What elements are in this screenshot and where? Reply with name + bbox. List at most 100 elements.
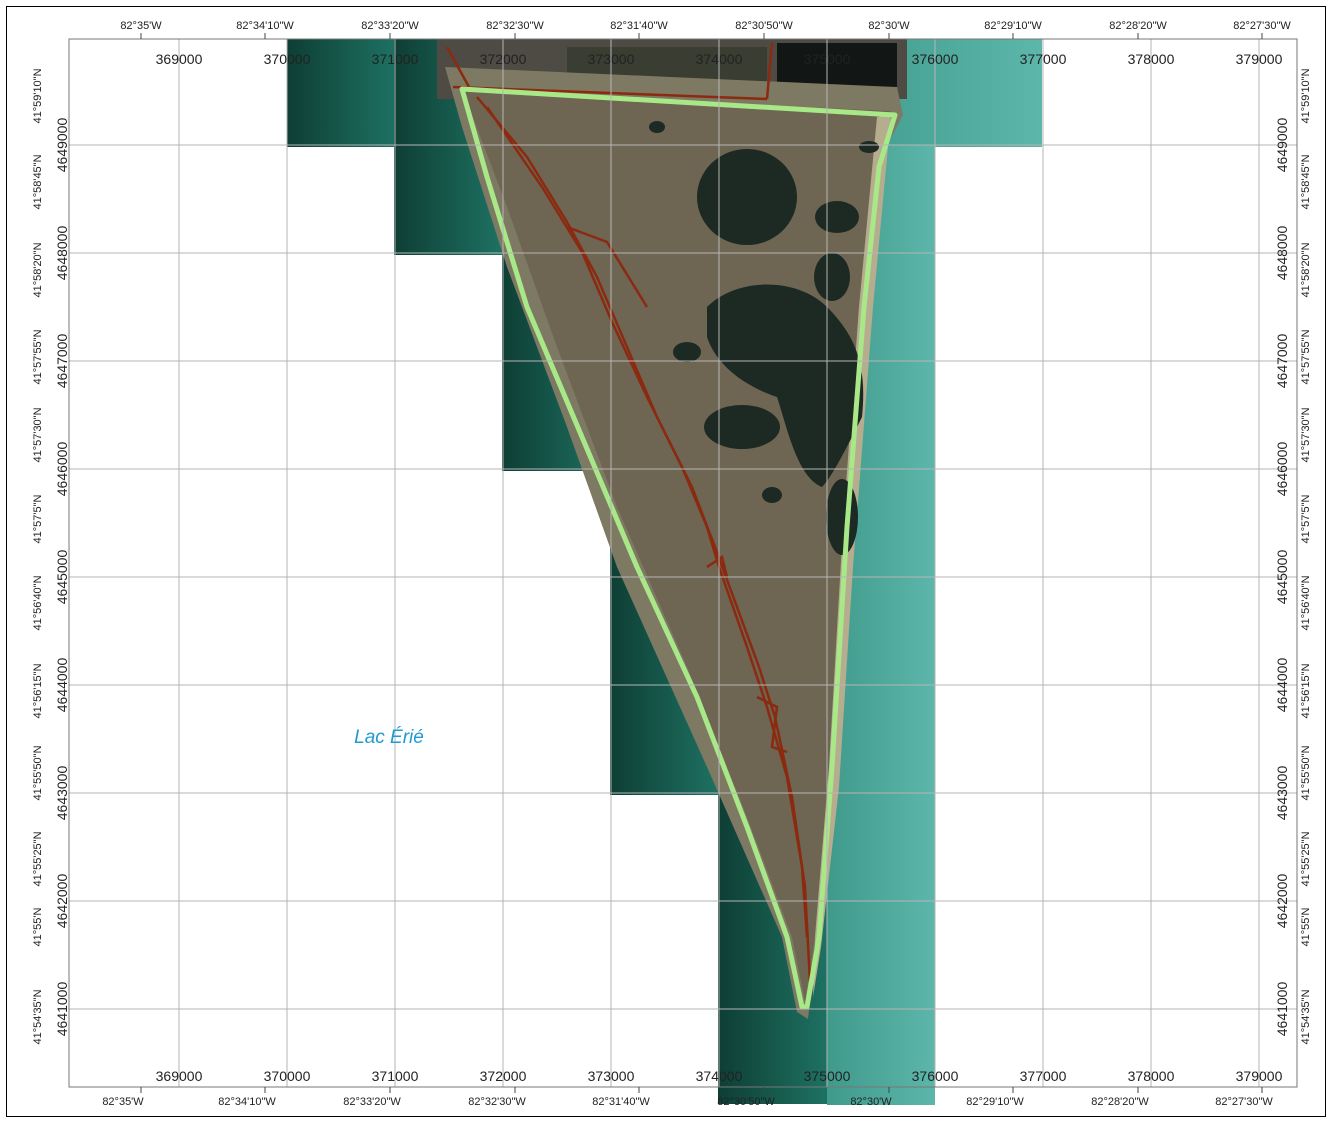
lon-label: 82°32'30"W (486, 20, 544, 32)
lon-label: 82°28'20"W (1109, 20, 1167, 32)
northing-label: 4641000 (1274, 982, 1290, 1037)
northing-label: 4649000 (54, 118, 70, 173)
lon-label: 82°34'10"W (236, 20, 294, 32)
lat-label: 41°56'15"N (1300, 663, 1312, 718)
easting-label: 378000 (1128, 1068, 1175, 1084)
lat-label: 41°58'45"N (32, 154, 44, 209)
northing-label: 4644000 (54, 658, 70, 713)
lon-label: 82°35'W (120, 20, 162, 32)
map-canvas: 82°35'W 82°34'10"W 82°33'20"W 82°32'30"W… (32, 20, 1312, 1108)
lat-label: 41°55'50"N (1300, 745, 1312, 800)
lon-label: 82°28'20"W (1091, 1096, 1149, 1108)
northing-label: 4644000 (1274, 658, 1290, 713)
lat-label: 41°56'40"N (1300, 575, 1312, 630)
imagery (287, 39, 1042, 1105)
northing-label: 4649000 (1274, 118, 1290, 173)
easting-label: 373000 (588, 51, 635, 67)
northing-label: 4645000 (54, 550, 70, 605)
road-network (445, 42, 812, 983)
lat-label: 41°57'55"N (1300, 329, 1312, 384)
lon-label: 82°31'40"W (610, 20, 668, 32)
easting-label: 370000 (264, 1068, 311, 1084)
lat-labels-right: 41°59'10"N 41°58'45"N 41°58'20"N 41°57'5… (1300, 68, 1312, 1044)
northing-label: 4641000 (54, 982, 70, 1037)
lat-label: 41°58'45"N (1300, 154, 1312, 209)
northing-label: 4642000 (1274, 874, 1290, 929)
lon-label: 82°27'30"W (1233, 20, 1291, 32)
lon-labels-top: 82°35'W 82°34'10"W 82°33'20"W 82°32'30"W… (120, 20, 1291, 32)
lat-label: 41°59'10"N (32, 68, 44, 123)
lat-label: 41°57'55"N (32, 329, 44, 384)
lat-label: 41°57'5"N (32, 494, 44, 543)
lon-label: 82°34'10"W (218, 1096, 276, 1108)
lat-label: 41°59'10"N (1300, 68, 1312, 123)
lat-label: 41°54'35"N (1300, 989, 1312, 1044)
lon-label: 82°30'50"W (717, 1096, 775, 1108)
easting-label: 369000 (156, 1068, 203, 1084)
lat-label: 41°57'5"N (1300, 494, 1312, 543)
easting-labels-top: 369000 370000 371000 372000 373000 37400… (156, 51, 1283, 67)
easting-label: 379000 (1236, 1068, 1283, 1084)
northing-label: 4642000 (54, 874, 70, 929)
lat-label: 41°55'50"N (32, 745, 44, 800)
northing-label: 4643000 (1274, 766, 1290, 821)
study-area-outline (459, 86, 898, 1010)
lon-labels-bottom: 82°35'W 82°34'10"W 82°33'20"W 82°32'30"W… (102, 1096, 1273, 1108)
lat-label: 41°58'20"N (32, 242, 44, 297)
lat-label: 41°55'N (1300, 907, 1312, 946)
lat-label: 41°57'30"N (1300, 407, 1312, 462)
easting-labels-bottom: 369000 370000 371000 372000 373000 37400… (156, 1068, 1283, 1084)
northing-label: 4647000 (1274, 334, 1290, 389)
lon-label: 82°27'30"W (1215, 1096, 1273, 1108)
northing-label: 4645000 (1274, 550, 1290, 605)
lon-label: 82°35'W (102, 1096, 144, 1108)
easting-label: 377000 (1020, 51, 1067, 67)
northing-label: 4643000 (54, 766, 70, 821)
lon-label: 82°29'10"W (984, 20, 1042, 32)
lon-label: 82°33'20"W (343, 1096, 401, 1108)
lat-label: 41°56'15"N (32, 663, 44, 718)
lon-label: 82°31'40"W (592, 1096, 650, 1108)
easting-label: 373000 (588, 1068, 635, 1084)
lon-label: 82°30'W (850, 1096, 892, 1108)
northing-label: 4647000 (54, 334, 70, 389)
easting-label: 376000 (912, 1068, 959, 1084)
easting-label: 378000 (1128, 51, 1175, 67)
lon-label: 82°30'50"W (735, 20, 793, 32)
easting-label: 376000 (912, 51, 959, 67)
lon-label: 82°32'30"W (468, 1096, 526, 1108)
northing-labels-right: 4649000 4648000 4647000 4646000 4645000 … (1274, 118, 1290, 1037)
easting-label: 379000 (1236, 51, 1283, 67)
easting-label: 375000 (804, 1068, 851, 1084)
easting-label: 371000 (372, 1068, 419, 1084)
lake-erie-label: Lac Érié (354, 727, 424, 748)
lon-label: 82°29'10"W (966, 1096, 1024, 1108)
easting-label: 370000 (264, 51, 311, 67)
lat-label: 41°55'25"N (1300, 831, 1312, 886)
lat-label: 41°54'35"N (32, 989, 44, 1044)
easting-label: 371000 (372, 51, 419, 67)
easting-label: 369000 (156, 51, 203, 67)
easting-label: 372000 (480, 51, 527, 67)
lat-label: 41°55'N (32, 907, 44, 946)
lat-label: 41°58'20"N (1300, 242, 1312, 297)
northing-label: 4648000 (54, 226, 70, 281)
lon-label: 82°33'20"W (361, 20, 419, 32)
easting-label: 374000 (696, 1068, 743, 1084)
graticule-ticks (140, 33, 1263, 1093)
northing-label: 4648000 (1274, 226, 1290, 281)
lat-label: 41°55'25"N (32, 831, 44, 886)
marsh-ponds (649, 121, 879, 555)
northing-labels-left: 4649000 4648000 4647000 4646000 4645000 … (54, 118, 70, 1037)
easting-label: 372000 (480, 1068, 527, 1084)
easting-label: 375000 (804, 51, 851, 67)
map-frame: 82°35'W 82°34'10"W 82°33'20"W 82°32'30"W… (6, 6, 1326, 1117)
northing-label: 4646000 (54, 442, 70, 497)
easting-label: 377000 (1020, 1068, 1067, 1084)
lat-labels-left: 41°59'10"N 41°58'45"N 41°58'20"N 41°57'5… (32, 68, 44, 1044)
lat-label: 41°56'40"N (32, 575, 44, 630)
lon-label: 82°30'W (868, 20, 910, 32)
neatline (68, 38, 1298, 1088)
lat-label: 41°57'30"N (32, 407, 44, 462)
northing-label: 4646000 (1274, 442, 1290, 497)
